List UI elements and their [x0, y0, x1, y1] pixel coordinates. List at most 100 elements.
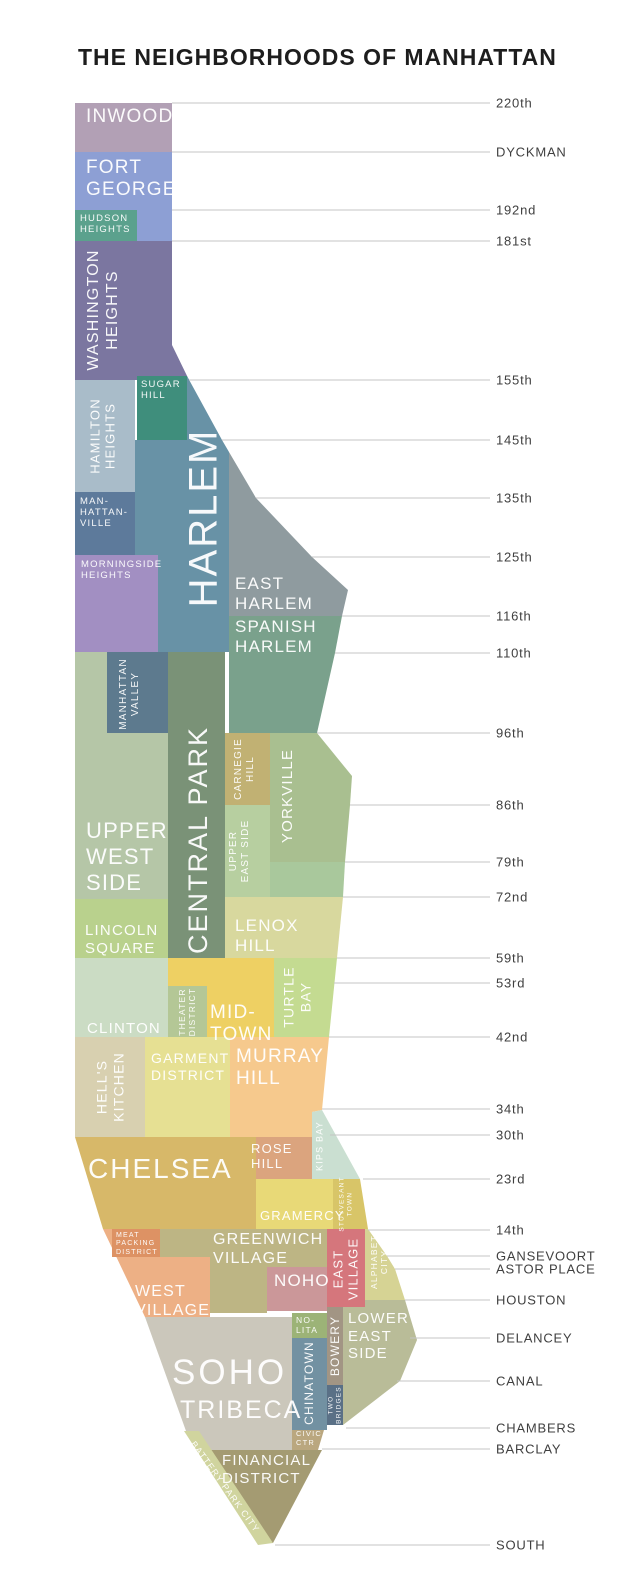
region-theater-district — [168, 986, 207, 1037]
street-label-delancey: DELANCEY — [496, 1330, 573, 1346]
region-label-theater-district: THEATER DISTRICT — [176, 987, 197, 1037]
region-greenwich-village — [160, 1229, 327, 1313]
region-carnegie-hill — [225, 733, 270, 805]
region-label-yorkville: YORKVILLE — [279, 748, 297, 844]
region-hamilton-heights — [75, 380, 135, 492]
region-battery-park-city — [184, 1431, 273, 1545]
region-label-harlem: HARLEM — [181, 428, 226, 608]
street-label-181st: 181st — [496, 233, 532, 249]
region-lower-east-side — [343, 1300, 417, 1425]
region-hells-kitchen — [75, 1037, 145, 1137]
region-label-east-village: EAST VILLAGE — [330, 1237, 361, 1301]
region-gramercy — [256, 1179, 333, 1229]
street-label-14th: 14th — [496, 1222, 525, 1238]
region-inwood — [75, 103, 172, 152]
region-chinatown — [292, 1338, 327, 1430]
region-stuyvesant-town — [333, 1179, 368, 1229]
region-label-fort-george: FORT GEORGE — [86, 157, 177, 201]
region-label-chelsea: CHELSEA — [88, 1153, 233, 1184]
region-bowery — [327, 1307, 343, 1385]
region-alphabet-city — [365, 1229, 405, 1300]
region-financial-district — [205, 1450, 322, 1543]
region-yorkville — [270, 733, 352, 862]
region-label-manhattan-valley: MANHATTAN VALLEY — [118, 658, 141, 730]
street-label-34th: 34th — [496, 1101, 525, 1117]
region-label-upper-east-side: UPPER EAST SIDE — [228, 819, 251, 883]
region-kips-bay — [312, 1110, 360, 1179]
region-label-lower-east-side: LOWER EAST SIDE — [348, 1310, 410, 1363]
region-label-meatpacking: MEAT PACKING DISTRICT — [116, 1232, 158, 1256]
region-upper-east-side — [225, 805, 270, 897]
region-label-hudson-heights: HUDSON HEIGHTS — [80, 213, 131, 236]
region-harlem — [135, 376, 229, 652]
street-label-116th: 116th — [496, 608, 532, 624]
street-label-59th: 59th — [496, 950, 525, 966]
region-soho-tribeca — [145, 1317, 292, 1450]
region-label-garment-district: GARMENT DISTRICT — [151, 1050, 230, 1083]
region-turtle-bay — [274, 958, 337, 1037]
region-label-midtown: MID- TOWN — [210, 1002, 273, 1046]
region-label-spanish-harlem: SPANISH HARLEM — [235, 617, 317, 657]
region-label-east-harlem: EAST HARLEM — [235, 574, 314, 614]
region-label-hamilton-heights: HAMILTON HEIGHTS — [87, 398, 118, 474]
region-sugar-hill — [137, 376, 187, 440]
region-lincoln-square — [75, 899, 168, 958]
region-label-tribeca: TRIBECA — [180, 1396, 303, 1424]
region-label-manhattanville: MAN- HATTAN- VILLE — [80, 496, 129, 530]
region-rose-hill — [256, 1137, 312, 1179]
region-label-west-village: WEST VILLAGE — [135, 1283, 211, 1319]
region-east-village — [327, 1229, 365, 1307]
region-label-turtle-bay: TURTLE BAY — [280, 966, 313, 1028]
region-label-greenwich-village: GREENWICH VILLAGE — [213, 1231, 324, 1267]
region-label-stuyvesant-town: STUYVESANT TOWN — [338, 1176, 353, 1232]
region-label-central-park: CENTRAL PARK — [183, 725, 214, 955]
region-label-upper-west-side: UPPER WEST SIDE — [86, 818, 168, 895]
region-label-hells-kitchen: HELL'S KITCHEN — [93, 1052, 126, 1122]
street-label-72nd: 72nd — [496, 889, 529, 905]
region-chelsea — [75, 1137, 256, 1229]
street-label-135th: 135th — [496, 490, 533, 506]
street-label-23rd: 23rd — [496, 1171, 526, 1187]
street-label-192nd: 192nd — [496, 202, 537, 218]
street-label-dyckman: DYCKMAN — [496, 144, 567, 160]
region-label-two-bridges: TWO BRIDGES — [327, 1386, 342, 1424]
street-label-96th: 96th — [496, 725, 525, 741]
region-label-noho: NOHO — [274, 1271, 330, 1290]
region-meatpacking — [112, 1229, 160, 1257]
street-label-astor-place: ASTOR PLACE — [496, 1261, 596, 1277]
street-label-110th: 110th — [496, 645, 532, 661]
region-label-morningside-heights: MORNINGSIDE HEIGHTS — [81, 559, 163, 582]
street-label-53rd: 53rd — [496, 975, 526, 991]
region-label-soho: SOHO — [172, 1353, 288, 1392]
region-label-carnegie-hill: CARNEGIE HILL — [233, 738, 256, 800]
region-label-washington-heights: WASHINGTON HEIGHTS — [85, 249, 121, 371]
region-manhattanville — [75, 492, 135, 555]
region-clinton — [75, 958, 168, 1037]
region-label-alphabet-city: ALPHABET CITY — [368, 1234, 389, 1290]
region-label-clinton: CLINTON — [87, 1020, 161, 1037]
region-murray-hill — [230, 1037, 329, 1137]
region-label-inwood: INWOOD — [86, 106, 174, 127]
street-label-canal: CANAL — [496, 1373, 544, 1389]
street-label-gansevoort: GANSEVOORT — [496, 1248, 596, 1264]
region-hudson-heights — [75, 210, 137, 241]
region-nolita — [292, 1313, 327, 1338]
region-washington-heights — [75, 241, 189, 380]
street-label-155th: 155th — [496, 372, 533, 388]
street-label-125th: 125th — [496, 549, 533, 565]
region-lenox-hill — [225, 897, 343, 958]
street-label-houston: HOUSTON — [496, 1292, 567, 1308]
page-title: THE NEIGHBORHOODS OF MANHATTAN — [78, 44, 557, 70]
region-manhattan-valley — [107, 652, 168, 733]
street-label-chambers: CHAMBERS — [496, 1420, 577, 1436]
street-label-86th: 86th — [496, 797, 525, 813]
region-label-kips-bay: KIPS BAY — [314, 1121, 325, 1171]
region-label-sugar-hill: SUGAR HILL — [141, 379, 181, 402]
street-label-145th: 145th — [496, 432, 533, 448]
region-garment-district — [145, 1037, 230, 1137]
street-label-42nd: 42nd — [496, 1029, 529, 1045]
street-label-south: SOUTH — [496, 1537, 546, 1553]
street-label-30th: 30th — [496, 1127, 525, 1143]
